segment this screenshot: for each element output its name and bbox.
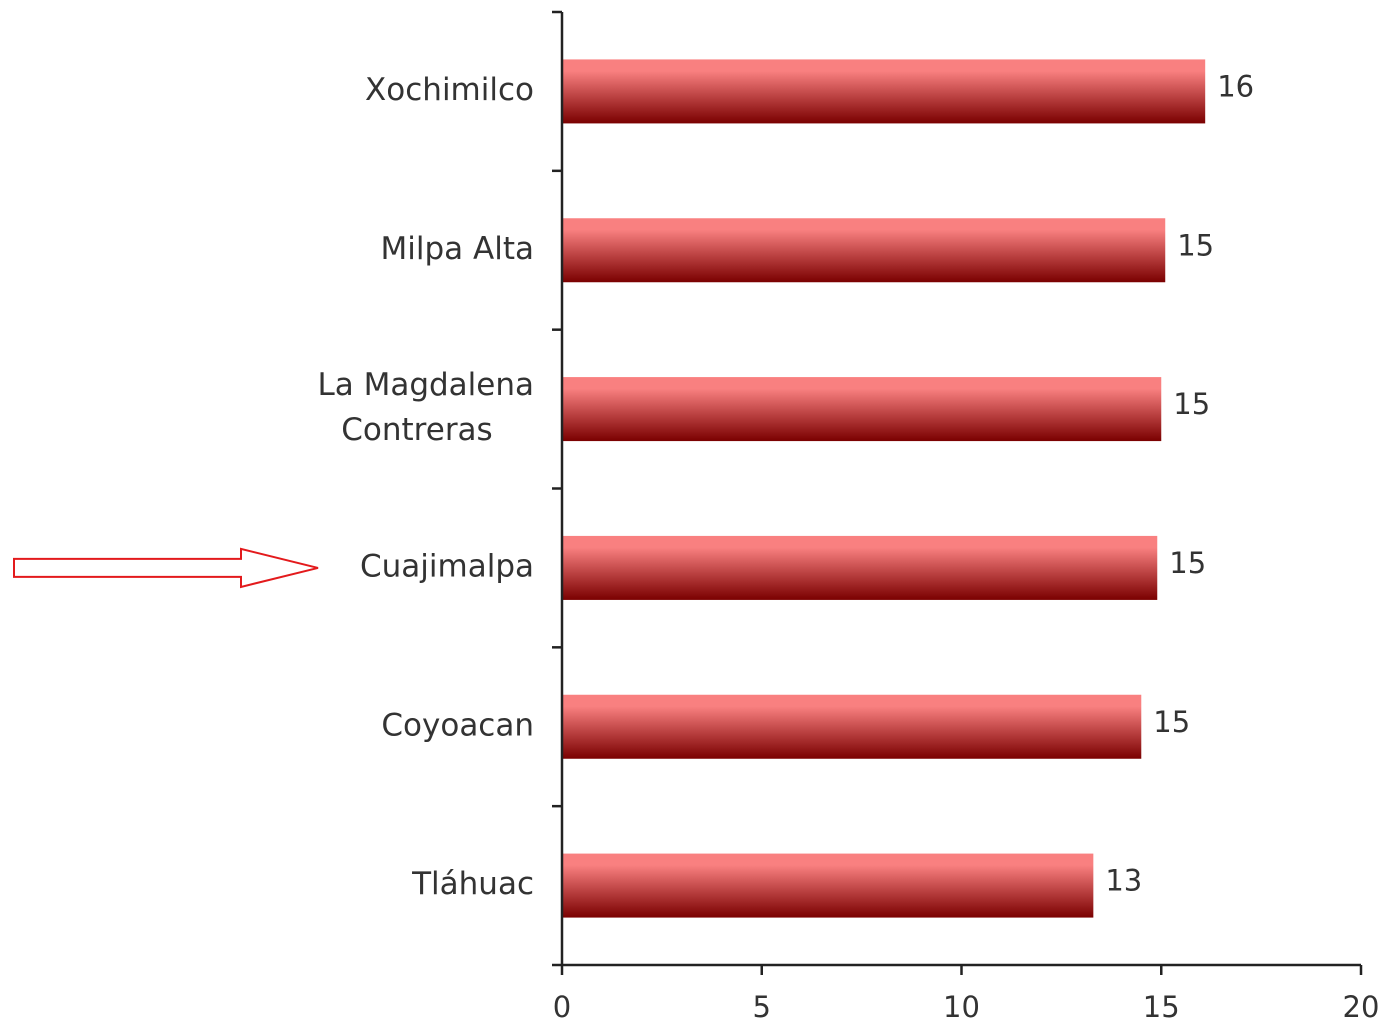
x-tick-label: 10 xyxy=(943,990,980,1024)
axes-layer xyxy=(552,10,1363,975)
bar xyxy=(562,377,1162,442)
annotation-layer xyxy=(13,547,319,589)
bar xyxy=(562,59,1206,124)
highlight-arrow-icon xyxy=(13,547,319,589)
bars-layer xyxy=(562,59,1206,918)
category-label: Milpa Alta xyxy=(381,231,534,267)
category-label: Cuajimalpa xyxy=(360,548,534,584)
x-tick-label: 20 xyxy=(1343,990,1380,1024)
bar xyxy=(562,694,1142,759)
x-tick-label: 15 xyxy=(1143,990,1180,1024)
category-label: La Magdalena xyxy=(317,367,534,403)
data-label: 15 xyxy=(1169,546,1206,580)
data-label: 16 xyxy=(1217,69,1254,103)
data-label: 15 xyxy=(1153,705,1190,739)
x-tick-label: 0 xyxy=(553,990,571,1024)
data-label: 15 xyxy=(1177,228,1214,262)
bar xyxy=(562,853,1094,918)
category-label: Coyoacan xyxy=(381,707,534,743)
data-label: 15 xyxy=(1173,387,1210,421)
x-tick-label: 5 xyxy=(753,990,771,1024)
labels-layer: Xochimilco 16 Milpa Alta 15 La Magdalena Cont… xyxy=(317,69,1379,1024)
bar xyxy=(562,218,1166,283)
category-label: Contreras xyxy=(341,412,492,448)
category-label: Xochimilco xyxy=(365,72,534,108)
bar xyxy=(562,535,1158,600)
category-label: Tláhuac xyxy=(411,866,534,902)
data-label: 13 xyxy=(1105,864,1142,898)
